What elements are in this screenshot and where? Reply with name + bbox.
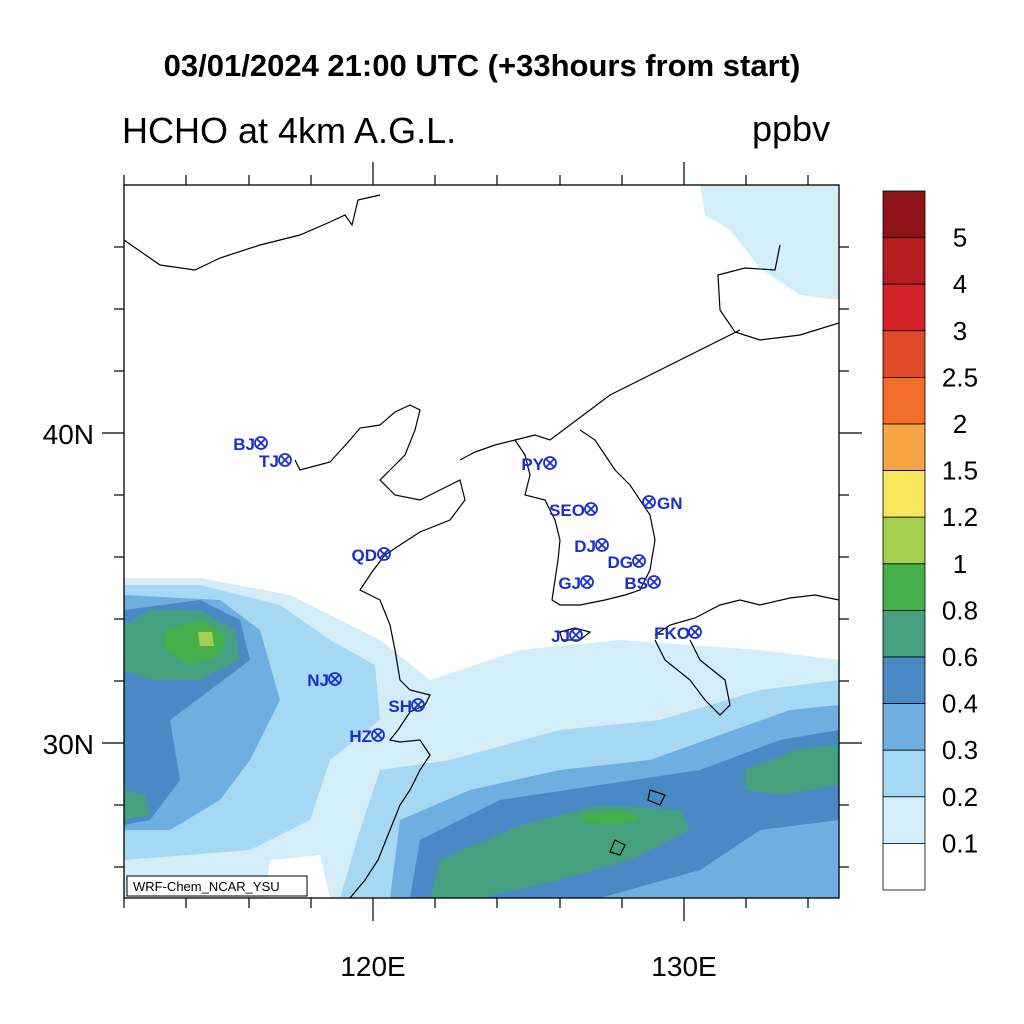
station-marker-icon xyxy=(371,728,385,742)
colorbar-label: 1.2 xyxy=(942,502,978,532)
colorbar-segment xyxy=(882,516,926,565)
station-marker-icon xyxy=(278,453,292,467)
colorbar-segment xyxy=(882,610,926,658)
colorbar-label: 0.8 xyxy=(942,595,978,625)
station-label: BJ xyxy=(233,435,255,454)
colorbar-label: 5 xyxy=(953,223,967,253)
station-marker-icon xyxy=(688,625,702,639)
colorbar-label: 0.4 xyxy=(942,689,978,719)
colorbar-segment xyxy=(882,470,926,518)
station-label: SEO xyxy=(549,501,585,520)
station-label: TJ xyxy=(259,452,279,471)
station-SEO: SEO xyxy=(549,501,598,520)
station-label: PY xyxy=(521,455,544,474)
station-label: GN xyxy=(657,494,683,513)
station-marker-icon xyxy=(584,502,598,516)
station-marker-icon xyxy=(328,672,342,686)
station-SH: SH xyxy=(388,697,425,716)
model-tag-box xyxy=(126,875,308,897)
station-label: NJ xyxy=(307,671,329,690)
colorbar-label: 4 xyxy=(953,269,967,299)
colorbar-segment xyxy=(882,703,926,751)
station-label: QD xyxy=(352,546,378,565)
colorbar-label: 0.6 xyxy=(942,642,978,672)
main-title: 03/01/2024 21:00 UTC (+33hours from star… xyxy=(163,48,801,83)
colorbar-segment xyxy=(882,190,926,238)
map-frame xyxy=(123,184,840,899)
station-GN: GN xyxy=(642,494,683,513)
station-TJ: TJ xyxy=(259,452,292,471)
station-label: JJ xyxy=(551,627,570,646)
station-marker-icon xyxy=(580,575,594,589)
colorbar-segment xyxy=(882,283,926,332)
station-NJ: NJ xyxy=(307,671,342,690)
station-label: DJ xyxy=(574,537,596,556)
colorbar-label: 1.5 xyxy=(942,456,978,486)
x-tick-120E: 120E xyxy=(340,951,405,982)
hcho-field xyxy=(124,185,839,898)
station-marker-icon xyxy=(543,456,557,470)
colorbar-segment xyxy=(882,563,926,611)
colorbar-label: 3 xyxy=(953,316,967,346)
units-label: ppbv xyxy=(752,108,831,149)
x-tick-130E: 130E xyxy=(651,951,716,982)
colorbar-segment xyxy=(882,330,926,378)
station-DJ: DJ xyxy=(574,537,609,556)
coastlines xyxy=(124,194,839,898)
station-JJ: JJ xyxy=(551,627,583,646)
station-label: GJ xyxy=(558,574,581,593)
station-marker-icon xyxy=(377,547,391,561)
station-label: BS xyxy=(624,574,648,593)
station-marker-icon xyxy=(569,628,583,642)
variable-title: HCHO at 4km A.G.L. xyxy=(122,110,457,151)
station-label: FKO xyxy=(654,624,690,643)
y-tick-40N: 40N xyxy=(43,419,94,450)
station-marker-icon xyxy=(632,554,646,568)
colorbar-label: 2.5 xyxy=(942,362,978,392)
colorbar-label: 0.1 xyxy=(942,828,978,858)
station-marker-icon xyxy=(595,538,609,552)
station-BS: BS xyxy=(624,574,661,593)
station-label: DG xyxy=(608,553,634,572)
colorbar-segment xyxy=(882,656,926,704)
station-QD: QD xyxy=(352,546,391,565)
station-BJ: BJ xyxy=(233,435,268,454)
colorbar-label: 2 xyxy=(953,409,967,439)
colorbar-label: 0.2 xyxy=(942,782,978,812)
model-tag: WRF-Chem_NCAR_YSU xyxy=(133,879,280,894)
axis-ticks xyxy=(102,162,862,921)
station-HZ: HZ xyxy=(349,727,385,746)
station-GJ: GJ xyxy=(558,574,594,593)
colorbar-label: 1 xyxy=(953,549,967,579)
station-DG: DG xyxy=(608,553,646,572)
colorbar-segment xyxy=(882,749,926,798)
station-FKO: FKO xyxy=(654,624,702,643)
station-PY: PY xyxy=(521,455,557,474)
colorbar-segment xyxy=(882,376,926,425)
station-marker-icon xyxy=(411,698,425,712)
colorbar-segment xyxy=(882,796,926,844)
station-marker-icon xyxy=(254,436,268,450)
station-label: SH xyxy=(388,697,412,716)
station-marker-icon xyxy=(642,495,656,509)
colorbar: 5 4 3 2.5 2 1.5 1.2 1 0.8 0.6 0.4 0.3 0.2 0.1 xyxy=(882,190,978,891)
station-markers: BJ TJ PY SEO GN QD DJ DG GJ BS JJ FKO NJ… xyxy=(233,435,702,746)
y-tick-30N: 30N xyxy=(43,729,94,760)
station-marker-icon xyxy=(647,575,661,589)
station-label: HZ xyxy=(349,727,372,746)
colorbar-label: 0.3 xyxy=(942,735,978,765)
colorbar-segment xyxy=(882,843,926,891)
colorbar-segment xyxy=(882,423,926,471)
colorbar-segment xyxy=(882,237,926,285)
